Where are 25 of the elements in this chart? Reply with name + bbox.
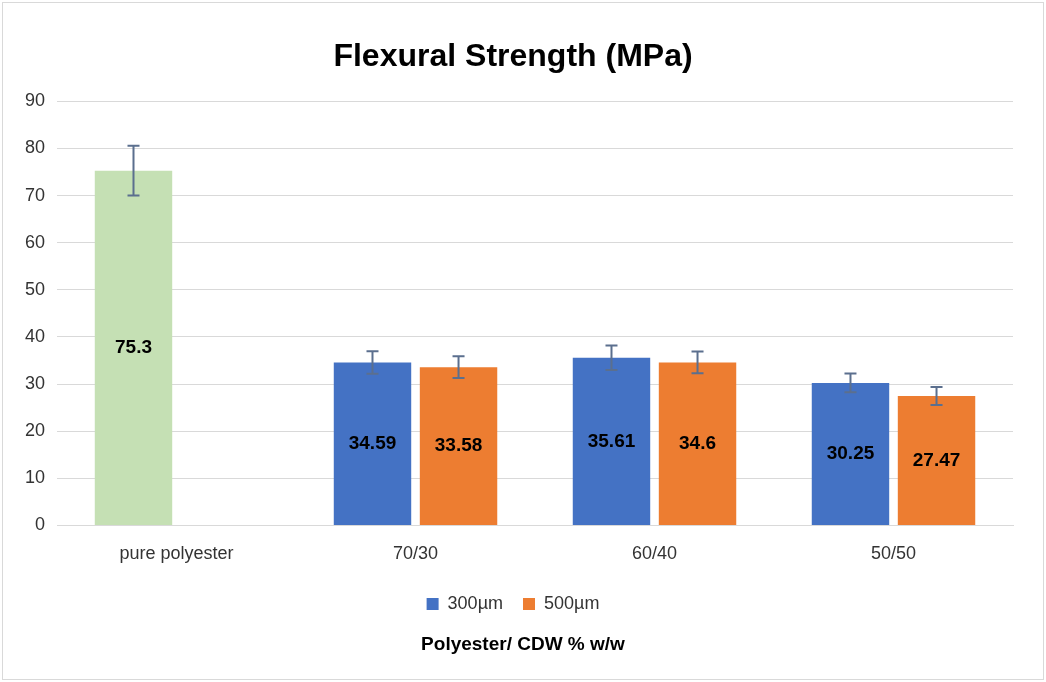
legend-label: 500µm xyxy=(544,592,600,613)
x-tick-label: 60/40 xyxy=(631,543,678,564)
x-tick-label: pure polyester xyxy=(119,543,234,564)
data-label: 35.61 xyxy=(587,429,636,451)
y-tick-label: 20 xyxy=(24,420,46,441)
y-tick-label: 30 xyxy=(24,373,46,394)
y-tick-label: 10 xyxy=(24,467,46,488)
data-label: 75.3 xyxy=(115,336,152,358)
data-label: 30.25 xyxy=(826,442,875,464)
y-tick-label: 50 xyxy=(24,278,46,299)
y-tick-label: 70 xyxy=(24,184,46,205)
y-tick-label: 60 xyxy=(24,231,46,252)
chart-title: Flexural Strength (MPa) xyxy=(333,37,693,74)
y-tick-label: 80 xyxy=(24,137,46,158)
y-tick-label: 90 xyxy=(24,90,46,111)
data-label: 33.58 xyxy=(434,434,483,456)
y-tick-label: 0 xyxy=(35,514,46,535)
data-label: 34.6 xyxy=(679,431,717,453)
x-tick-label: 70/30 xyxy=(392,543,439,564)
data-label: 27.47 xyxy=(912,448,961,470)
legend-label: 300µm xyxy=(447,592,504,613)
x-axis-title: Polyester/ CDW % w/w xyxy=(420,633,626,655)
data-label: 34.59 xyxy=(348,431,397,453)
y-tick-label: 40 xyxy=(24,325,46,346)
x-tick-label: 50/50 xyxy=(870,543,917,564)
